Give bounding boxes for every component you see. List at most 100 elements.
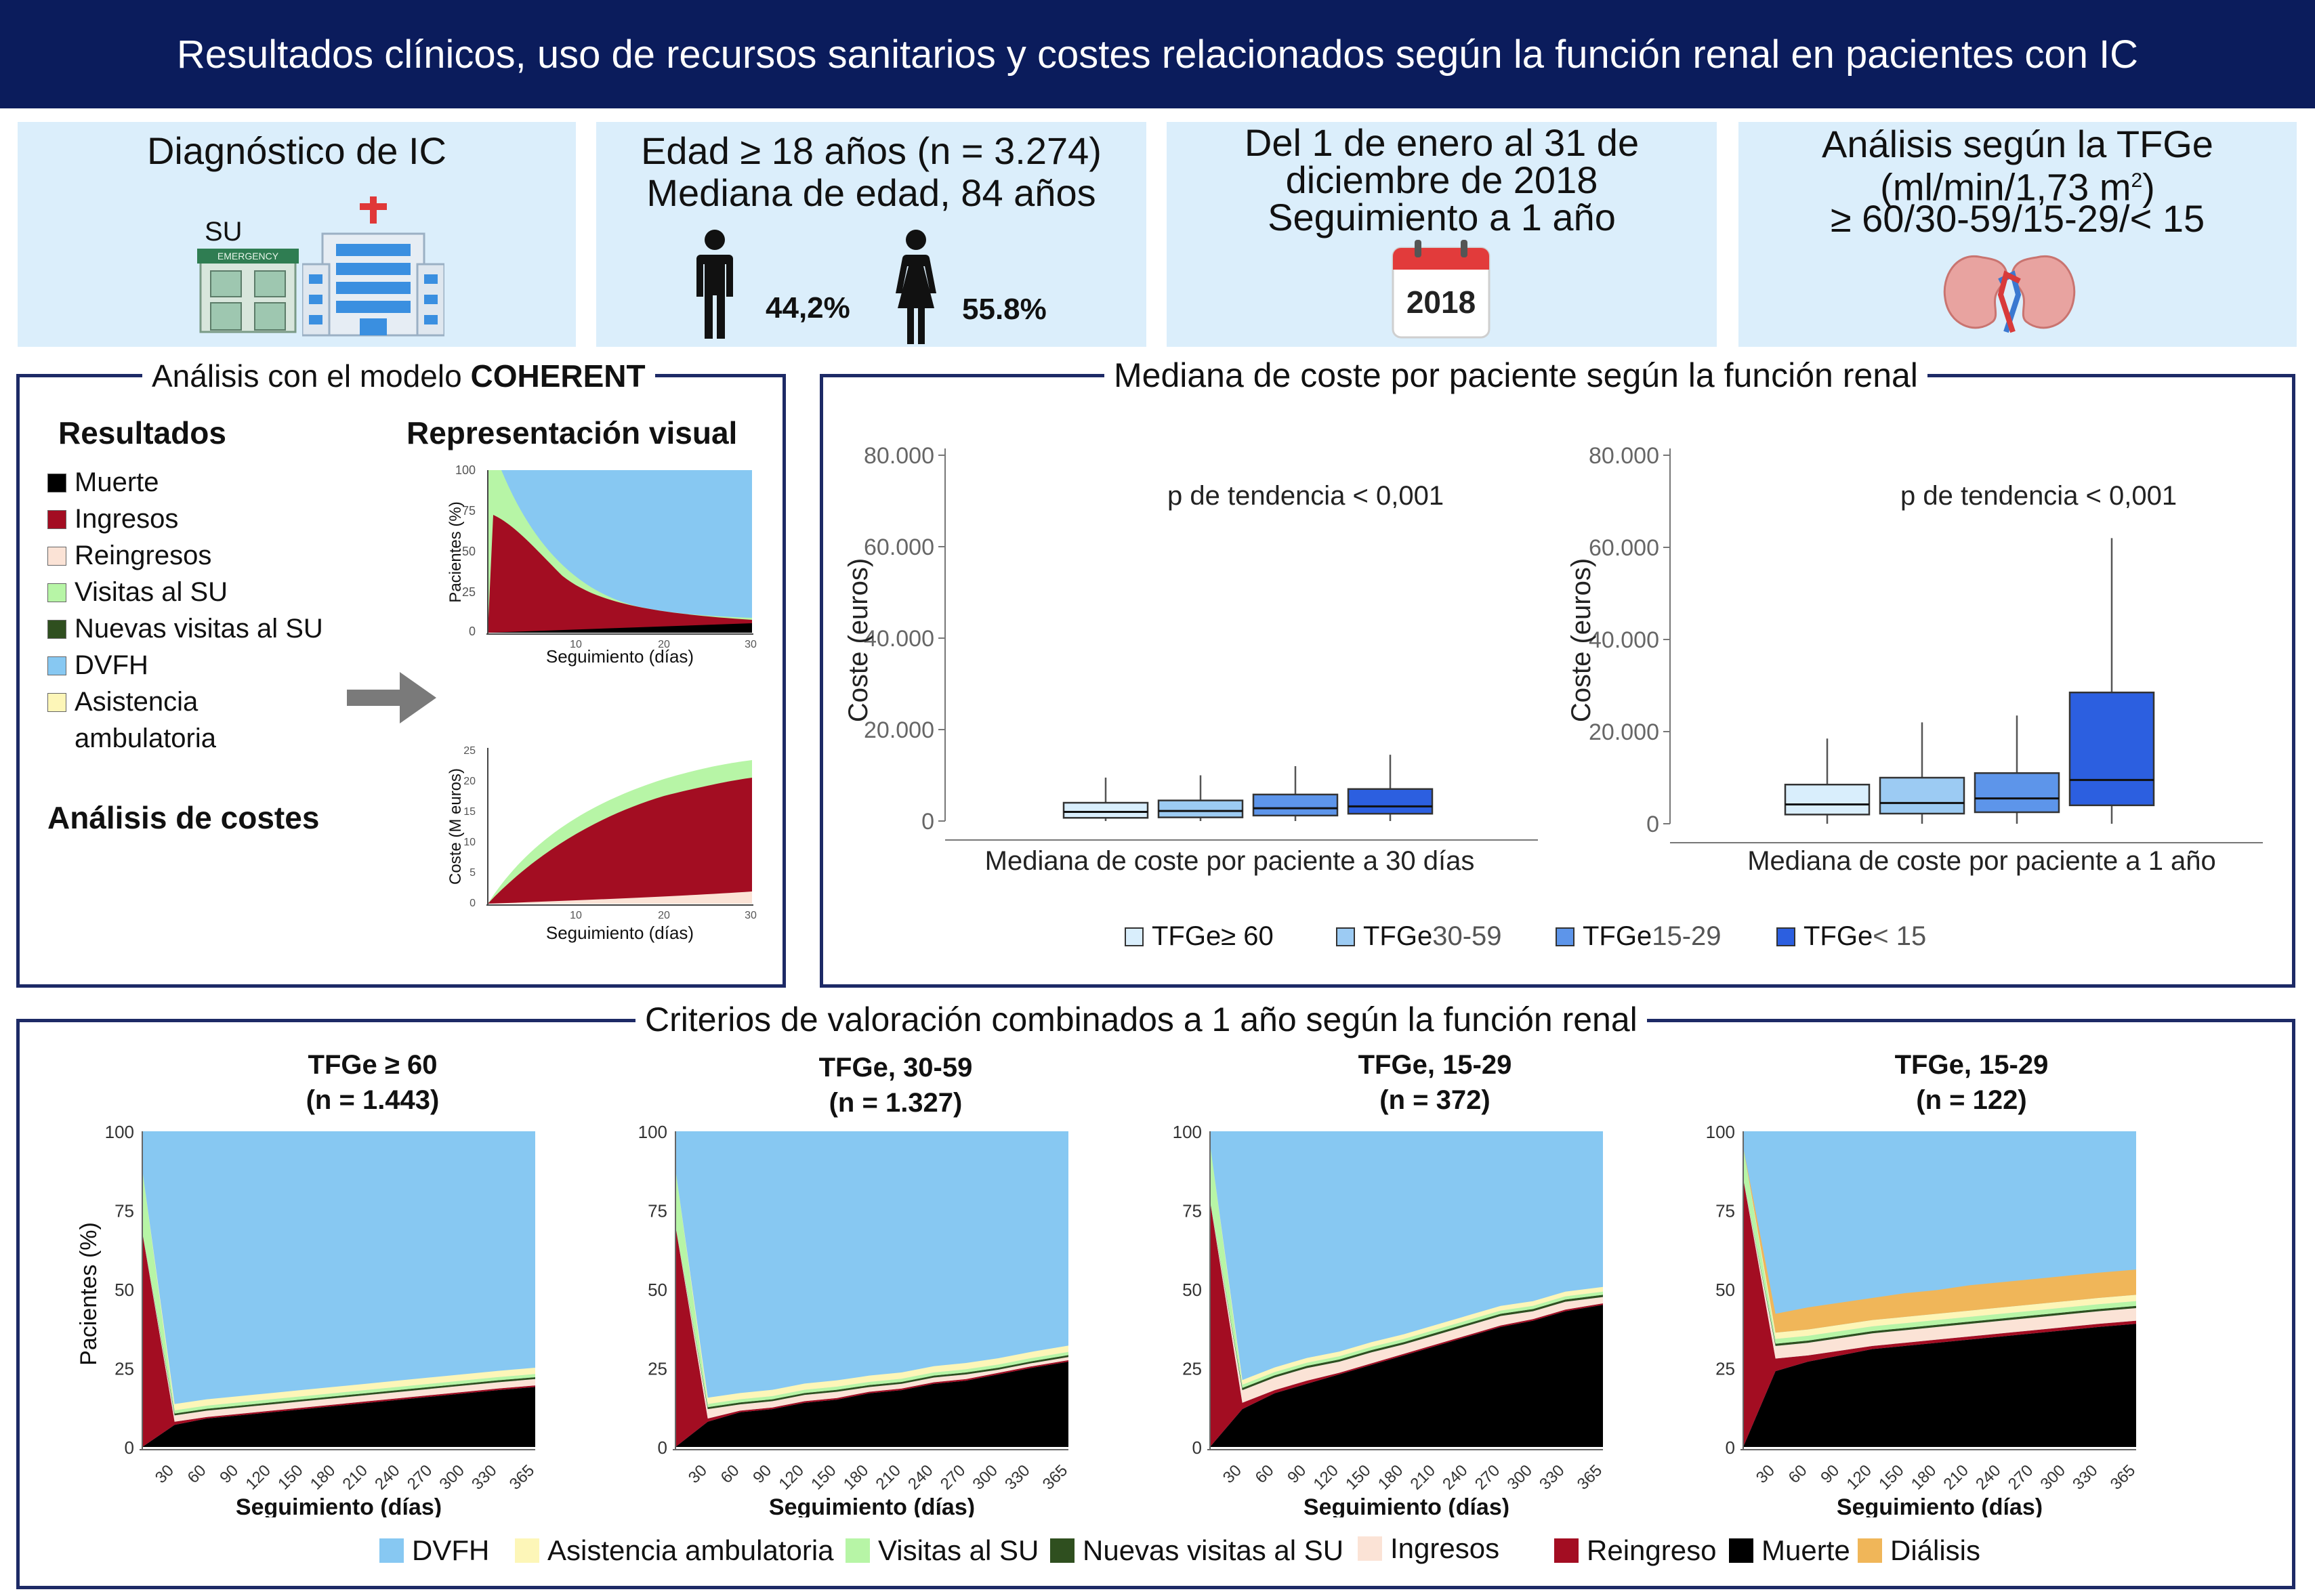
x-tick-label: 30 — [1219, 1461, 1245, 1487]
cost-boxplots: 0 20.000 40.000 60.000 80.000 0 20.000 40.000 6… — [843, 443, 2263, 876]
population-median-age: Mediana de edad, 84 años — [646, 171, 1096, 214]
endpoint-ylabel: Pacientes (%) — [76, 1222, 102, 1366]
coherent-legend-item: DVFH — [47, 650, 148, 681]
endpoint-xlabel: Seguimiento (días) — [1837, 1494, 2043, 1517]
legend-swatch-dialysis — [1858, 1538, 1882, 1563]
male-percentage: 44,2% — [766, 291, 850, 324]
legend-swatch-tfge-15-29 — [1556, 927, 1574, 946]
mini-chart-xlabel: Seguimiento (días) — [546, 646, 694, 667]
y-tick-label: 0 — [921, 809, 934, 835]
area-layer — [142, 1387, 535, 1447]
y-tick-label: 75 — [114, 1201, 134, 1221]
endpoint-legend-item: Visitas al SU — [846, 1534, 1039, 1567]
x-tick-label: 330 — [2069, 1461, 2101, 1493]
y-tick-label: 100 — [105, 1122, 134, 1142]
x-tick-label: 270 — [2005, 1461, 2037, 1493]
x-tick-label: 30 — [1753, 1461, 1778, 1487]
y-tick-label: 0 — [1192, 1437, 1202, 1458]
y-tick-label: 60.000 — [1589, 535, 1659, 561]
endpoint-legend-item: Asistencia ambulatoria — [515, 1534, 834, 1567]
y-tick-label: 20.000 — [864, 717, 934, 743]
box — [1784, 783, 1871, 816]
male-figure-icon — [696, 230, 733, 339]
mini-chart-ylabel: Coste (M euros) — [446, 768, 465, 885]
analysis-units: (ml/min/1,73 m2) — [1880, 165, 2155, 209]
y-tick-label: 25 — [648, 1359, 667, 1379]
endpoint-legend-item: DVFH — [379, 1534, 489, 1567]
x-tick-label: 90 — [1284, 1461, 1310, 1487]
x-tick-label: 270 — [1472, 1461, 1503, 1493]
x-tick-label: 150 — [808, 1461, 839, 1493]
boxplot-30-days: 0 20.000 40.000 60.000 80.000 — [864, 443, 1538, 841]
y-tick-label: 0 — [1726, 1437, 1735, 1458]
x-tick-label: 240 — [1439, 1461, 1471, 1493]
y-tick-label: 0 — [1646, 812, 1659, 837]
y-tick-label: 50 — [1182, 1280, 1202, 1300]
svg-text:100: 100 — [455, 463, 476, 477]
legend-swatch-ed-visits — [846, 1538, 870, 1563]
coherent-mini-chart-patients: 0 25 50 75 100 10 20 30 Seguimiento (día… — [446, 463, 757, 667]
cost-panel — [820, 374, 2295, 988]
coherent-legend-item: Nuevas visitas al SU — [47, 614, 323, 644]
x-tick-label: 120 — [1843, 1461, 1875, 1493]
y-tick-label: 40.000 — [1589, 627, 1659, 653]
area-layer — [1743, 1324, 2136, 1447]
card-diagnosis-title: Diagnóstico de IC — [146, 129, 446, 172]
legend-swatch-readmissions — [47, 546, 66, 566]
cost-ylabel-left: Coste (euros) — [843, 558, 873, 722]
trend-annotation-1-year: p de tendencia < 0,001 — [1900, 481, 2177, 511]
cost-legend-item: TFGe 15-29 — [1556, 921, 1722, 952]
x-tick-label: 270 — [937, 1461, 969, 1493]
legend-swatch-new-ed-visits — [47, 619, 66, 639]
legend-swatch-dvfh — [379, 1538, 404, 1563]
svg-text:5: 5 — [470, 867, 476, 879]
x-tick-label: 330 — [1001, 1461, 1033, 1493]
x-tick-label: 60 — [184, 1461, 210, 1487]
y-tick-label: 100 — [1706, 1122, 1735, 1142]
card-diagnosis: Diagnóstico de IC SU EMERGENCY — [18, 122, 576, 347]
x-tick-label: 60 — [1252, 1461, 1278, 1487]
x-tick-label: 150 — [1875, 1461, 1907, 1493]
endpoint-xlabel: Seguimiento (días) — [236, 1494, 442, 1517]
x-tick-label: 210 — [1940, 1461, 1972, 1493]
svg-text:30: 30 — [745, 639, 757, 650]
y-tick-label: 60.000 — [864, 534, 934, 560]
legend-swatch-dvfh — [47, 656, 66, 675]
y-tick-label: 75 — [1715, 1201, 1735, 1221]
x-tick-label: 90 — [1817, 1461, 1843, 1487]
coherent-legend-item: Asistencia — [47, 687, 198, 717]
box — [1879, 776, 1965, 815]
svg-text:25: 25 — [463, 745, 476, 757]
cost-legend-item: TFGe 30-59 — [1336, 921, 1502, 952]
x-tick-label: 240 — [371, 1461, 403, 1493]
area-layer — [1210, 1143, 1603, 1388]
cost-legend-item: TFGe ≥ 60 — [1125, 921, 1274, 952]
results-heading: Resultados — [58, 415, 226, 450]
svg-text:20: 20 — [463, 776, 476, 787]
x-tick-label: 60 — [717, 1461, 743, 1487]
y-tick-label: 20.000 — [1589, 719, 1659, 745]
endpoint-panel-title: TFGe ≥ 60 (n = 1.443) — [306, 1050, 440, 1115]
x-tick-label: 330 — [468, 1461, 500, 1493]
endpoint-legend-item: Nuevas visitas al SU — [1050, 1534, 1343, 1567]
legend-swatch-outpatient — [47, 692, 66, 712]
cost-analysis-heading: Análisis de costes — [47, 800, 320, 835]
y-tick-label: 80.000 — [1589, 443, 1659, 469]
x-tick-label: 300 — [2037, 1461, 2069, 1493]
x-tick-label: 90 — [216, 1461, 242, 1487]
trend-annotation-30-days: p de tendencia < 0,001 — [1167, 481, 1444, 511]
card-period: Del 1 de enero al 31 de diciembre de 201… — [1167, 122, 1717, 347]
coherent-legend-item: Muerte — [47, 467, 159, 498]
area-chart: 0 25 50 75 100 30 60 90 120 150 180 210 240 270 300 330… — [1706, 1122, 2140, 1517]
emergency-sign-text: EMERGENCY — [217, 251, 279, 261]
x-tick-label: 300 — [1504, 1461, 1536, 1493]
y-tick-label: 100 — [638, 1122, 667, 1142]
x-tick-label: 180 — [840, 1461, 872, 1493]
legend-swatch-tfge-15 — [1776, 927, 1795, 946]
x-tick-label: 240 — [1972, 1461, 2004, 1493]
x-tick-label: 300 — [969, 1461, 1001, 1493]
period-followup: Seguimiento a 1 año — [1268, 196, 1616, 238]
x-tick-label: 150 — [274, 1461, 306, 1493]
y-tick-label: 25 — [1715, 1359, 1735, 1379]
female-percentage: 55.8% — [962, 293, 1047, 326]
